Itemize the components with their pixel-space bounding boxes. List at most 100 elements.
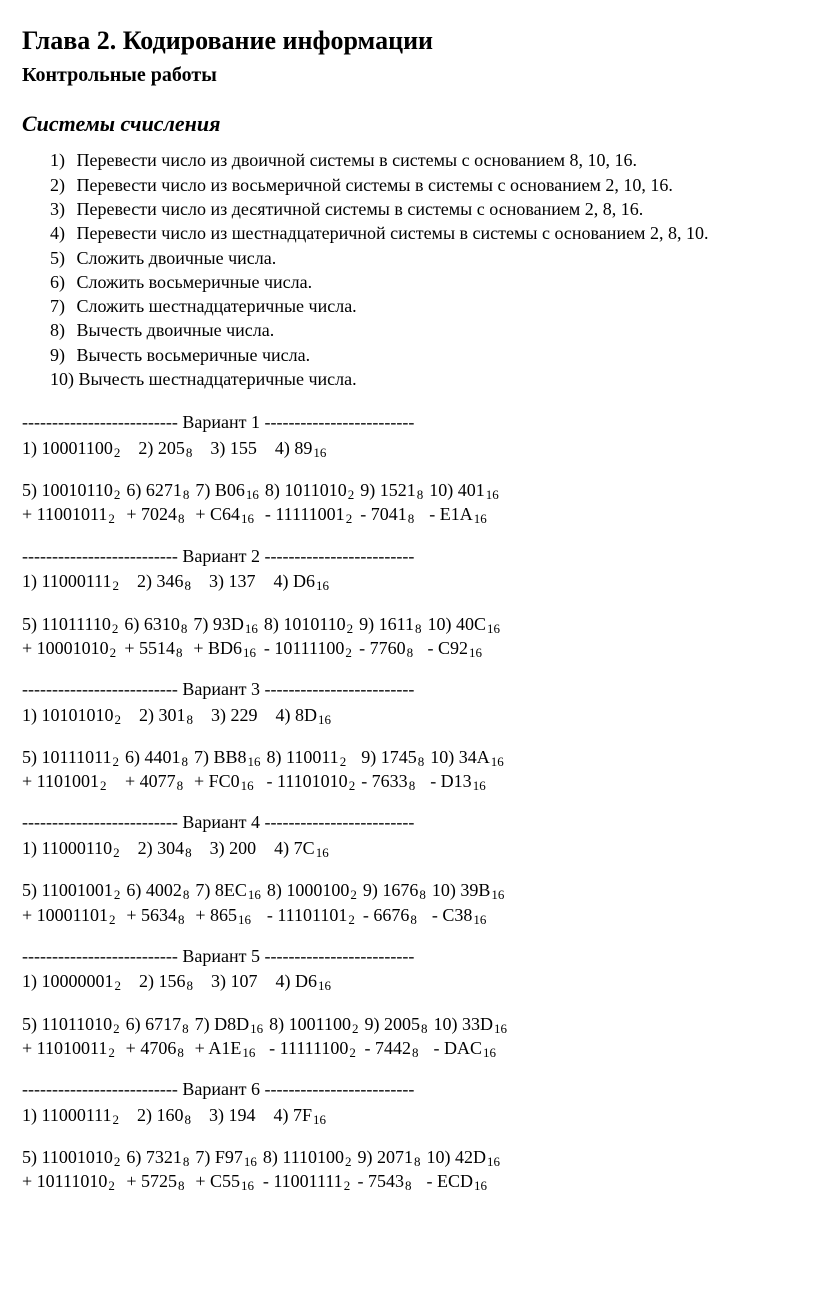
ops-top-cell: 5) 101110112 [22, 745, 125, 769]
ops-top-cell: 6) 67178 [126, 1012, 195, 1036]
row1-item: 4) 7F16 [274, 1105, 345, 1125]
task-number: 9) [50, 343, 72, 367]
row1-item: 4) D616 [276, 971, 350, 991]
task-item: 6) Сложить восьмеричные числа. [50, 270, 794, 294]
row1-item: 3) 107 [211, 971, 276, 991]
row1-item: 1) 110001112 [22, 571, 137, 591]
ops-bottom-cell: - 77608 [359, 636, 427, 660]
task-text: Сложить двоичные числа. [72, 248, 276, 268]
variant-separator: -------------------------- Вариант 5 ---… [22, 945, 794, 968]
ops-row-bottom: + 110010112 + 70248 + C6416 - 111110012 … [22, 502, 505, 526]
ops-top-cell: 10) 40C16 [428, 612, 507, 636]
task-number: 1) [50, 148, 72, 172]
task-number: 4) [50, 221, 72, 245]
ops-bottom-cell: - ECD16 [427, 1169, 507, 1193]
ops-bottom-cell: - 76338 [361, 769, 430, 793]
row1-item: 3) 200 [210, 838, 275, 858]
ops-bottom-cell: - 111010102 [267, 769, 362, 793]
task-text: Сложить шестнадцатеричные числа. [72, 296, 357, 316]
task-text: Перевести число из шестнадцатеричной сис… [72, 223, 708, 243]
row1-item: 4) D616 [274, 571, 348, 591]
ops-top-cell: 8) 10011002 [269, 1012, 364, 1036]
row1-item: 2) 2058 [138, 438, 210, 458]
row1-item: 3) 137 [209, 571, 274, 591]
ops-top-cell: 6) 40028 [126, 878, 195, 902]
row1-item: 1) 100000012 [22, 971, 139, 991]
ops-top-cell: 10) 40116 [429, 478, 505, 502]
row1-item: 3) 194 [209, 1105, 274, 1125]
ops-bottom-cell: - 70418 [360, 502, 429, 526]
ops-row-top: 5) 1100101026) 732187) F97168) 111010029… [22, 1145, 506, 1169]
ops-bottom-cell: + FC016 [194, 769, 267, 793]
row1-item: 4) 7C16 [274, 838, 347, 858]
ops-top-cell: 5) 110010012 [22, 878, 126, 902]
ops-bottom-cell: - 74428 [365, 1036, 434, 1060]
variant-separator: -------------------------- Вариант 3 ---… [22, 678, 794, 701]
ops-top-cell: 8) 10001002 [267, 878, 363, 902]
task-number: 8) [50, 318, 72, 342]
ops-top-cell: 10) 42D16 [427, 1145, 507, 1169]
ops-top-cell: 9) 15218 [360, 478, 429, 502]
ops-bottom-cell: + 70248 [126, 502, 195, 526]
ops-bottom-cell: + 110010112 [22, 502, 126, 526]
ops-top-cell: 7) B0616 [195, 478, 265, 502]
ops-bottom-cell: - DAC16 [434, 1036, 514, 1060]
variant-separator: -------------------------- Вариант 2 ---… [22, 545, 794, 568]
ops-row-bottom: + 11010012 + 40778 + FC016 - 111010102 -… [22, 769, 510, 793]
section-title: Системы счисления [22, 110, 794, 139]
ops-top-cell: 7) 93D16 [193, 612, 264, 636]
task-text: Вычесть двоичные числа. [72, 320, 274, 340]
ops-top-cell: 7) F9716 [195, 1145, 263, 1169]
task-item: 2) Перевести число из восьмеричной систе… [50, 173, 794, 197]
ops-top-cell: 10) 39B16 [432, 878, 511, 902]
task-item: 5) Сложить двоичные числа. [50, 246, 794, 270]
task-number: 2) [50, 173, 72, 197]
ops-top-cell: 8) 11101002 [263, 1145, 358, 1169]
row1-item: 3) 155 [210, 438, 275, 458]
row1-item: 2) 3468 [137, 571, 209, 591]
ops-top-cell: 6) 44018 [125, 745, 194, 769]
ops-bottom-cell: - C9216 [428, 636, 507, 660]
row1-item: 2) 3048 [138, 838, 210, 858]
ops-bottom-cell: + 86516 [195, 903, 267, 927]
row1-item: 1) 100011002 [22, 438, 138, 458]
ops-bottom-cell: - 110011112 [263, 1169, 358, 1193]
subtitle: Контрольные работы [22, 62, 794, 88]
variants-container: -------------------------- Вариант 1 ---… [22, 411, 794, 1193]
task-text: Перевести число из двоичной системы в си… [72, 150, 637, 170]
ops-row-top: 5) 1101101026) 671787) D8D168) 100110029… [22, 1012, 513, 1036]
task-text: Вычесть шестнадцатеричные числа. [74, 369, 357, 389]
ops-bottom-cell: + 40778 [125, 769, 194, 793]
ops-row-bottom: + 110100112 + 47068 + A1E16 - 111111002 … [22, 1036, 513, 1060]
row1-item: 2) 1608 [137, 1105, 209, 1125]
ops-row-top: 5) 1001011026) 627187) B06168) 101101029… [22, 478, 505, 502]
ops-top-cell: 6) 63108 [124, 612, 193, 636]
ops-bottom-cell: + 56348 [126, 903, 195, 927]
row1-item: 1) 110001112 [22, 1105, 137, 1125]
task-list: 1) Перевести число из двоичной системы в… [50, 148, 794, 391]
ops-table: 5) 1101101026) 671787) D8D168) 100110029… [22, 1012, 513, 1061]
task-item: 4) Перевести число из шестнадцатеричной … [50, 221, 794, 245]
task-text: Перевести число из восьмеричной системы … [72, 175, 673, 195]
ops-bottom-cell: + 57258 [126, 1169, 195, 1193]
variant-row1: 1) 101010102 2) 3018 3) 229 4) 8D16 [22, 704, 794, 727]
row1-item: 1) 110001102 [22, 838, 138, 858]
ops-top-cell: 9) 20718 [358, 1145, 427, 1169]
ops-row-bottom: + 100010102 + 55148 + BD616 - 101111002 … [22, 636, 506, 660]
ops-bottom-cell: + C6416 [195, 502, 265, 526]
task-item: 8) Вычесть двоичные числа. [50, 318, 794, 342]
ops-top-cell: 5) 100101102 [22, 478, 126, 502]
ops-top-cell: 7) 8EC16 [195, 878, 267, 902]
ops-bottom-cell: - C3816 [432, 903, 511, 927]
variant-separator: -------------------------- Вариант 6 ---… [22, 1078, 794, 1101]
task-number: 3) [50, 197, 72, 221]
variant-row1: 1) 110001112 2) 1608 3) 194 4) 7F16 [22, 1104, 794, 1127]
ops-table: 5) 1011101126) 440187) BB8168) 11001129)… [22, 745, 510, 794]
ops-top-cell: 5) 110111102 [22, 612, 124, 636]
ops-bottom-cell: + C5516 [195, 1169, 263, 1193]
ops-top-cell: 6) 62718 [126, 478, 195, 502]
task-number: 10) [50, 367, 74, 391]
ops-top-cell: 9) 16768 [363, 878, 432, 902]
ops-top-cell: 10) 33D16 [434, 1012, 514, 1036]
ops-top-cell: 8) 1100112 [267, 745, 362, 769]
